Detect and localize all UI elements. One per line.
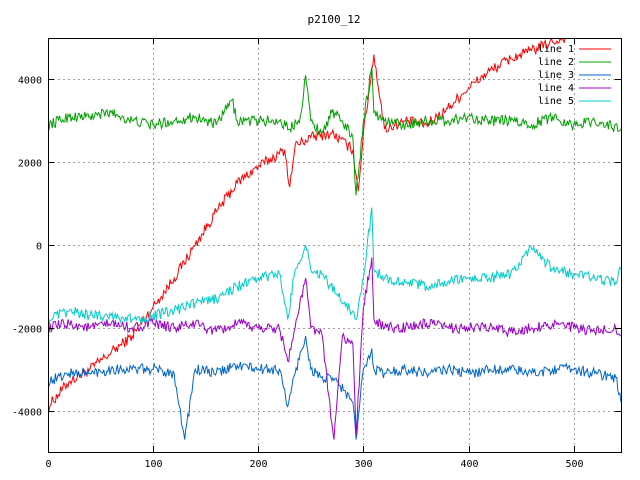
legend: line 1 line 2 line 3 line 4 line 5 xyxy=(538,44,611,107)
grid xyxy=(48,38,621,452)
y-tick-label: -2000 xyxy=(12,325,42,336)
x-tick-label: 400 xyxy=(460,459,478,470)
x-tick-label: 300 xyxy=(354,459,372,470)
legend-label: line 1 xyxy=(538,44,574,55)
y-tick-label: -4000 xyxy=(12,408,42,419)
x-tick-label: 500 xyxy=(565,459,583,470)
legend-label: line 4 xyxy=(538,83,574,94)
series-line-5 xyxy=(48,207,621,325)
series-line-4 xyxy=(48,257,621,440)
y-tick-label: 0 xyxy=(36,242,42,253)
series-layer xyxy=(48,38,621,440)
legend-label: line 3 xyxy=(538,70,574,81)
x-tick-label: 0 xyxy=(45,459,51,470)
legend-label: line 2 xyxy=(538,57,574,68)
legend-label: line 5 xyxy=(538,96,574,107)
axis-ticks: 0 100 200 300 400 500 -4000 -2000 0 2000 4000 xyxy=(12,38,621,470)
series-line-3 xyxy=(48,336,621,440)
x-tick-label: 200 xyxy=(249,459,267,470)
series-line-1 xyxy=(48,38,572,411)
y-tick-label: 2000 xyxy=(18,159,42,170)
chart-title: p2100_12 xyxy=(308,13,361,26)
y-tick-label: 4000 xyxy=(18,76,42,87)
x-tick-label: 100 xyxy=(144,459,162,470)
series-line-2 xyxy=(48,66,621,196)
